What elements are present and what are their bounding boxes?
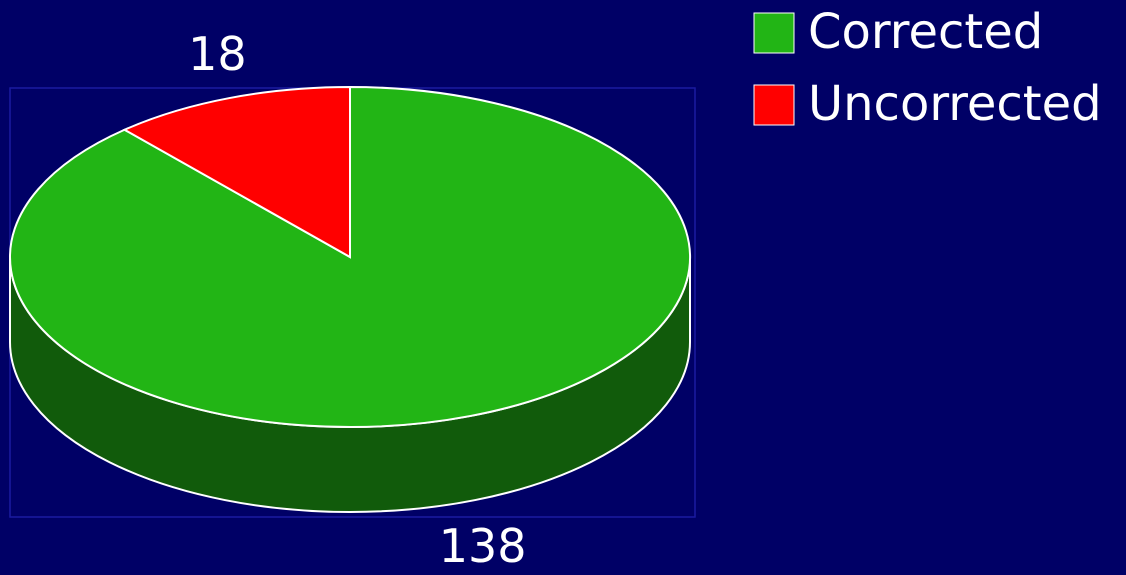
pie-slice xyxy=(122,85,351,259)
legend-swatch xyxy=(753,12,795,54)
data-label: 138 xyxy=(439,519,527,573)
data-label: 18 xyxy=(188,27,247,81)
legend-label: Uncorrected xyxy=(808,76,1102,132)
legend-label: Corrected xyxy=(808,4,1043,60)
legend-swatch xyxy=(753,84,795,126)
